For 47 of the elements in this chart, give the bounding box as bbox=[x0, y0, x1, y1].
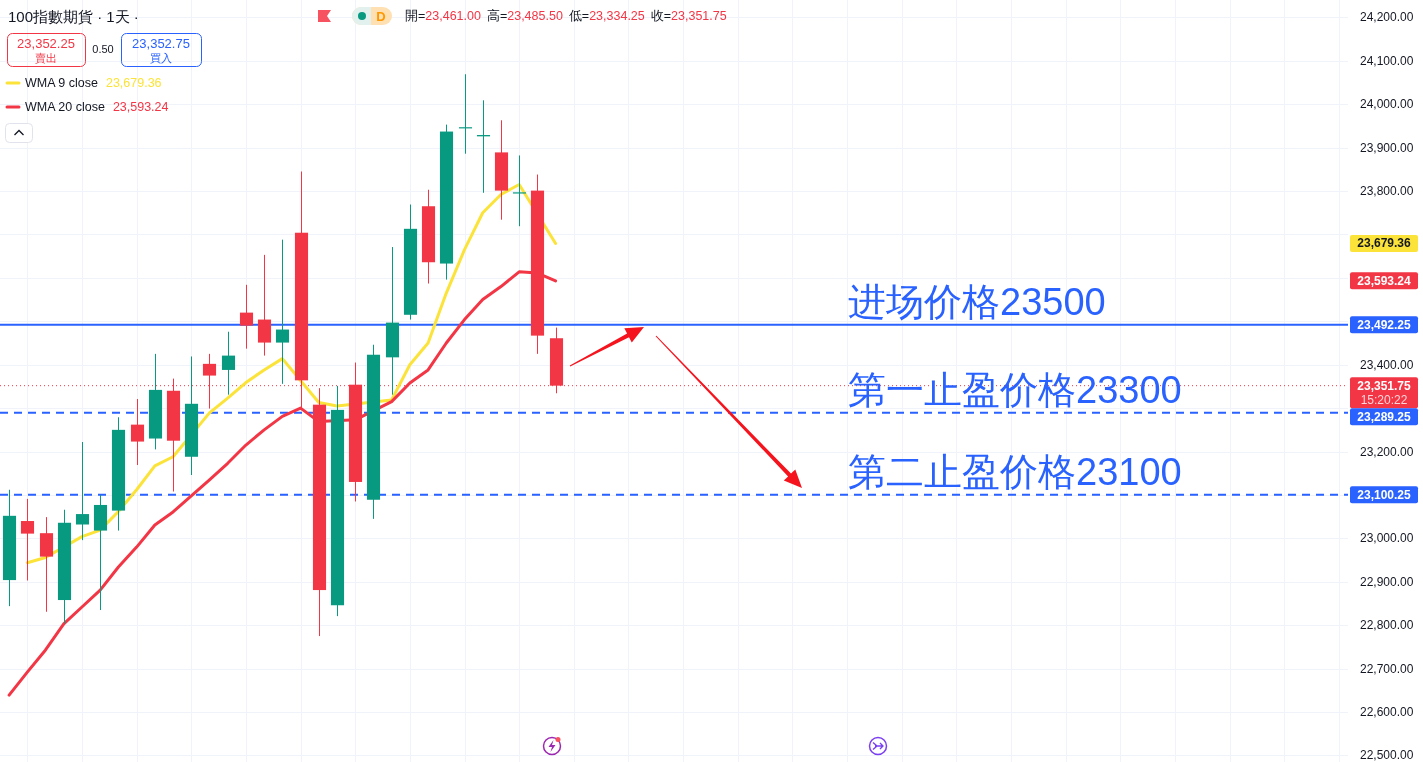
annotation: 第二止盈价格23100 bbox=[848, 450, 1182, 493]
text: 100指數期貨 · 1天 · bbox=[8, 7, 139, 25]
text: 23,679.36 bbox=[1357, 236, 1412, 251]
y-tick-label: 23,000.00 bbox=[1360, 531, 1414, 546]
annotation: 收=23,351.75 bbox=[650, 9, 727, 23]
annotation: 23,352.75 bbox=[132, 35, 190, 51]
text: 15:20:22 bbox=[1360, 392, 1408, 407]
candlestick bbox=[75, 441, 90, 541]
y-tick-label: 22,900.00 bbox=[1360, 574, 1414, 589]
candlestick bbox=[221, 331, 236, 396]
annotation: 高=23,485.50 bbox=[486, 8, 563, 23]
y-tick-label: 24,200.00 bbox=[1360, 10, 1414, 25]
y-tick-label: 22,500.00 bbox=[1360, 748, 1414, 762]
annotation: 23,352.25 bbox=[17, 35, 75, 51]
candlestick bbox=[257, 254, 272, 357]
candlestick bbox=[130, 398, 145, 466]
y-tick-label: 23,800.00 bbox=[1360, 184, 1414, 199]
y-tick-label: 22,600.00 bbox=[1360, 705, 1414, 720]
y-tick-label: 23,400.00 bbox=[1360, 357, 1414, 372]
ref-line-label: 23,289.25 bbox=[1357, 409, 1412, 424]
annotation: 23,593.24 bbox=[112, 100, 169, 114]
y-tick-label: 22,700.00 bbox=[1360, 661, 1414, 676]
legend-label: WMA 9 close bbox=[25, 76, 98, 90]
candlestick bbox=[20, 498, 35, 582]
y-tick-label: 22,800.00 bbox=[1360, 618, 1414, 633]
y-tick-label: 23,900.00 bbox=[1360, 140, 1414, 155]
annotation: 0.50 bbox=[92, 43, 114, 55]
legend-label: WMA 20 close bbox=[25, 100, 105, 114]
text: 23,593.24 bbox=[1357, 273, 1412, 288]
annotation: 23,679.36 bbox=[105, 76, 162, 90]
ref-line-label: 23,100.25 bbox=[1357, 487, 1412, 502]
annotation: D bbox=[376, 8, 386, 24]
annotation: 賣出 bbox=[35, 52, 57, 64]
y-tick-label: 23,200.00 bbox=[1360, 444, 1414, 459]
annotation: 进场价格23500 bbox=[848, 280, 1106, 323]
candlestick bbox=[39, 516, 54, 613]
ref-line-label: 23,492.25 bbox=[1357, 317, 1412, 332]
candlestick bbox=[275, 239, 290, 385]
y-tick-label: 24,000.00 bbox=[1360, 97, 1414, 112]
y-tick-label: 24,100.00 bbox=[1360, 53, 1414, 68]
candlestick bbox=[512, 154, 527, 227]
annotation: 低=23,334.25 bbox=[568, 9, 645, 23]
candlestick bbox=[239, 284, 254, 350]
ref-line-label: 23,351.75 bbox=[1357, 378, 1412, 393]
annotation: 買入 bbox=[150, 52, 172, 64]
annotation: 第一止盈价格23300 bbox=[848, 368, 1182, 411]
annotation: 開=23,461.00 bbox=[405, 9, 481, 23]
